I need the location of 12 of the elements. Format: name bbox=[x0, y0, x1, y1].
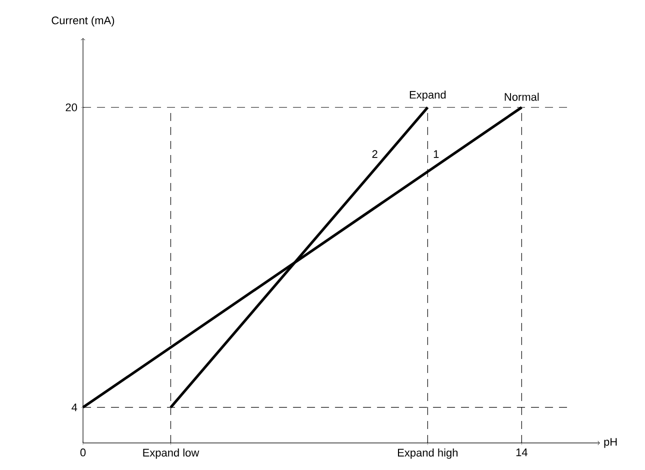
y-axis-title: Current (mA) bbox=[52, 16, 114, 26]
annotation: Normal bbox=[504, 92, 539, 101]
series-label: 1 bbox=[434, 150, 439, 158]
x-tick-label: Expand high bbox=[398, 448, 458, 459]
x-tick-label: 14 bbox=[516, 448, 528, 456]
y-tick-label: 4 bbox=[72, 404, 78, 412]
x-tick-label: 0 bbox=[80, 448, 86, 456]
annotation: Expand bbox=[410, 90, 446, 101]
x-tick-label: Expand low bbox=[143, 448, 200, 459]
y-tick-label: 20 bbox=[66, 103, 78, 112]
x-axis-title: pH bbox=[604, 438, 617, 448]
series-label: 2 bbox=[372, 150, 378, 158]
